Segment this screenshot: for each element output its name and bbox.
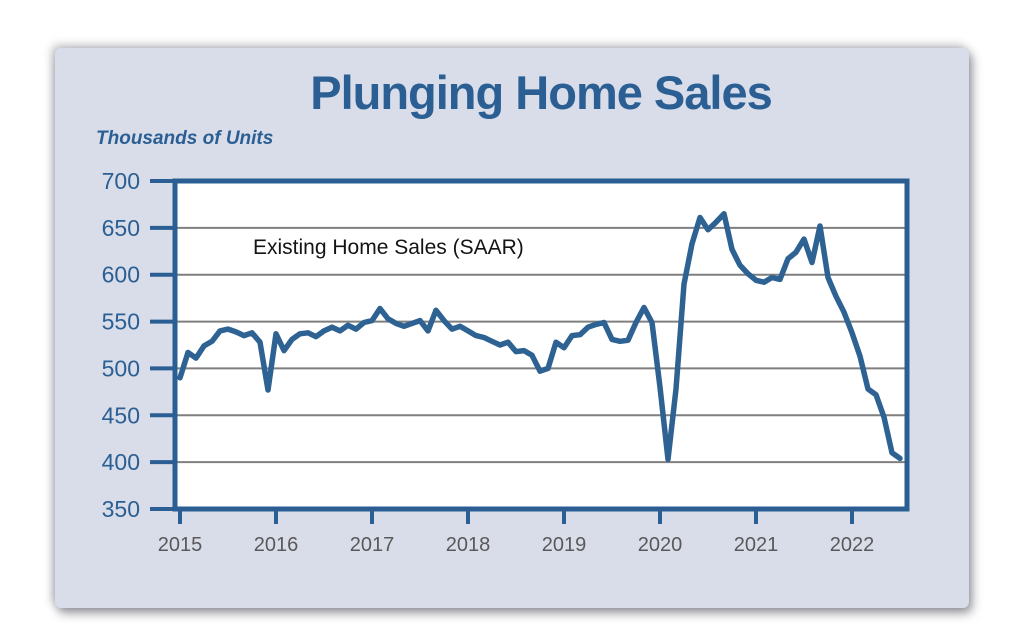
x-tick-label: 2021 xyxy=(734,534,779,556)
y-tick-label: 550 xyxy=(102,309,140,335)
sales-line-series xyxy=(177,211,903,463)
y-tick-label: 500 xyxy=(102,355,140,381)
x-tick-label: 2015 xyxy=(158,534,203,556)
y-tick-label: 450 xyxy=(102,402,140,428)
y-tick-label: 600 xyxy=(102,262,140,288)
y-tick-label: 400 xyxy=(102,449,140,475)
y-tick-label: 700 xyxy=(102,168,140,194)
series-annotation-label: Existing Home Sales (SAAR) xyxy=(253,236,524,259)
chart-title: Plunging Home Sales xyxy=(310,66,773,119)
x-tick-label: 2020 xyxy=(638,534,683,556)
x-tick-label: 2018 xyxy=(446,534,491,556)
y-tick-label: 350 xyxy=(102,496,140,522)
x-tick-label: 2022 xyxy=(830,534,875,556)
x-tick-label: 2016 xyxy=(254,534,299,556)
x-tick-label: 2019 xyxy=(542,534,587,556)
plot-area xyxy=(175,181,907,509)
y-axis-units-label: Thousands of Units xyxy=(96,128,274,149)
x-tick-label: 2017 xyxy=(350,534,395,556)
y-tick-label: 650 xyxy=(102,215,140,241)
plot-border xyxy=(172,178,910,512)
